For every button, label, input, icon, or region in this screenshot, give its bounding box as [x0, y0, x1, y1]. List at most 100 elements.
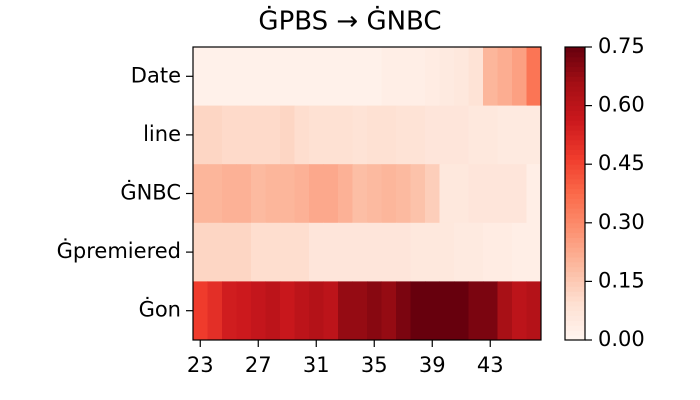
- colorbar-tick-label: 0.15: [598, 268, 645, 292]
- colorbar-segment: [565, 154, 585, 160]
- y-tick-label: line: [143, 122, 181, 146]
- heat-cell: [526, 164, 542, 224]
- heat-cell: [193, 281, 208, 341]
- colorbar-segment: [565, 217, 585, 224]
- heat-cell: [410, 164, 426, 224]
- heat-cell: [367, 105, 382, 165]
- colorbar-segment: [565, 173, 585, 180]
- heat-cell: [251, 47, 266, 107]
- colorbar-segment: [565, 56, 585, 63]
- heat-cell: [309, 47, 324, 107]
- colorbar-tick-label: 0.75: [598, 34, 645, 58]
- heat-cell: [381, 47, 397, 107]
- heat-cell: [294, 105, 310, 165]
- colorbar-tick-label: 0.00: [598, 327, 645, 351]
- heat-cell: [512, 222, 527, 282]
- colorbar-segment: [565, 271, 585, 278]
- heat-cell: [468, 281, 484, 341]
- x-tick-label: 43: [477, 353, 504, 377]
- colorbar-segment: [565, 183, 585, 190]
- heat-cell: [367, 164, 382, 224]
- heat-cell: [497, 47, 513, 107]
- heat-cell: [425, 164, 440, 224]
- heat-cell: [483, 222, 498, 282]
- colorbar-segment: [565, 261, 585, 268]
- colorbar-segment: [565, 247, 585, 253]
- heat-cell: [497, 222, 513, 282]
- heat-cell: [323, 105, 339, 165]
- heat-cell: [425, 105, 440, 165]
- colorbar-tick-label: 0.30: [598, 210, 645, 234]
- heat-cell: [338, 222, 353, 282]
- colorbar-segment: [565, 227, 585, 234]
- colorbar-segment: [565, 276, 585, 282]
- heat-cell: [294, 222, 310, 282]
- colorbar-segment: [565, 208, 585, 214]
- colorbar-segment: [565, 164, 585, 170]
- colorbar-segment: [565, 134, 585, 141]
- colorbar-segment: [565, 222, 585, 229]
- heat-cell: [236, 105, 252, 165]
- heat-cell: [396, 105, 411, 165]
- heat-cell: [338, 164, 353, 224]
- colorbar-segment: [565, 47, 585, 53]
- heat-cell: [236, 222, 252, 282]
- colorbar-segment: [565, 149, 585, 155]
- heat-cell: [294, 281, 310, 341]
- heat-cell: [309, 105, 324, 165]
- heat-cell: [193, 105, 208, 165]
- colorbar-segment: [565, 213, 585, 219]
- heat-cell: [251, 105, 266, 165]
- heat-cell: [468, 222, 484, 282]
- colorbar-frame: [564, 46, 586, 341]
- colorbar-segment: [565, 95, 585, 102]
- heat-cell: [222, 47, 237, 107]
- heat-cell: [280, 105, 295, 165]
- colorbar-segment: [565, 178, 585, 185]
- x-tick-label: 39: [419, 353, 446, 377]
- heat-cell: [512, 281, 527, 341]
- heat-cell: [439, 222, 455, 282]
- heat-cell: [207, 105, 223, 165]
- heat-cell: [425, 281, 440, 341]
- heat-cell: [265, 222, 281, 282]
- colorbar-segment: [565, 252, 585, 258]
- colorbar-segment: [565, 320, 585, 326]
- colorbar-segment: [565, 325, 585, 331]
- heat-cell: [280, 164, 295, 224]
- colorbar-segment: [565, 198, 585, 204]
- heat-cell: [265, 105, 281, 165]
- colorbar-segment: [565, 120, 585, 126]
- heat-cell: [381, 164, 397, 224]
- heat-cell: [222, 164, 237, 224]
- colorbar-segment: [565, 242, 585, 248]
- x-tick-label: 35: [361, 353, 388, 377]
- heat-cell: [309, 281, 324, 341]
- colorbar-segment: [565, 330, 585, 336]
- heat-cell: [338, 281, 353, 341]
- heat-cell: [439, 281, 455, 341]
- colorbar-segment: [565, 71, 585, 77]
- heat-cell: [323, 164, 339, 224]
- colorbar-segment: [565, 90, 585, 97]
- heat-cell: [193, 47, 208, 107]
- heat-cell: [207, 164, 223, 224]
- colorbar-segment: [565, 100, 585, 107]
- colorbar-segment: [565, 281, 585, 287]
- heat-cell: [265, 281, 281, 341]
- heat-cell: [323, 281, 339, 341]
- heat-cell: [352, 105, 368, 165]
- heat-cell: [280, 222, 295, 282]
- heat-cell: [193, 222, 208, 282]
- heat-cell: [236, 164, 252, 224]
- heat-cell: [410, 105, 426, 165]
- heat-cell: [410, 222, 426, 282]
- colorbar-segment: [565, 291, 585, 297]
- heat-cell: [352, 47, 368, 107]
- heat-cell: [294, 164, 310, 224]
- x-tick-label: 27: [245, 353, 272, 377]
- heat-cell: [381, 105, 397, 165]
- heat-cell: [222, 105, 237, 165]
- heat-cell: [381, 222, 397, 282]
